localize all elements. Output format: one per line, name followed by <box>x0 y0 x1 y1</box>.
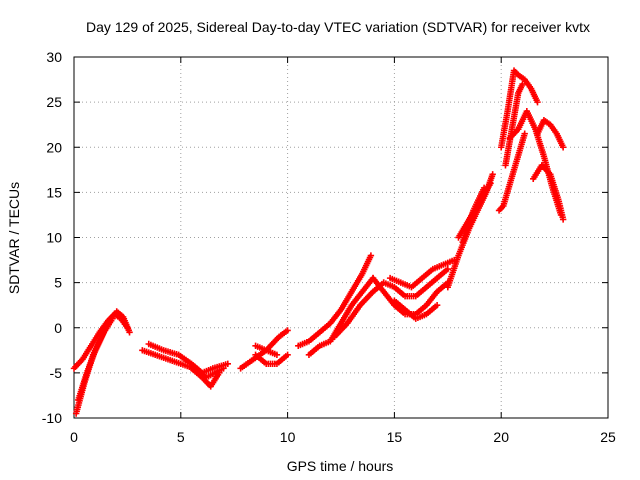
data-points <box>70 67 567 417</box>
x-tick-label: 10 <box>280 429 296 445</box>
y-tick-label: -10 <box>42 410 62 426</box>
x-tick-label: 15 <box>387 429 403 445</box>
x-axis-label: GPS time / hours <box>287 458 394 474</box>
data-point <box>559 144 567 151</box>
y-axis-label: SDTVAR / TECUs <box>6 182 22 294</box>
data-point <box>480 184 488 192</box>
data-point <box>224 360 231 368</box>
data-point <box>367 252 375 259</box>
data-point <box>109 315 116 322</box>
axis-ticks <box>73 56 609 419</box>
data-point <box>433 301 441 309</box>
data-point <box>521 130 528 137</box>
y-tick-label: -5 <box>50 365 63 381</box>
data-point <box>216 369 223 377</box>
x-tick-label: 25 <box>600 429 616 445</box>
data-point <box>487 180 494 187</box>
data-point <box>519 80 526 88</box>
tick-labels: 0 5 10 15 20 25 -10 -5 0 5 10 15 20 25 30 <box>42 49 616 445</box>
data-point <box>444 265 451 273</box>
x-tick-label: 5 <box>177 429 185 445</box>
data-point <box>284 327 291 334</box>
y-tick-label: 25 <box>46 94 62 110</box>
data-point <box>284 351 291 359</box>
x-tick-label: 20 <box>493 429 509 445</box>
chart-title: Day 129 of 2025, Sidereal Day-to-day VTE… <box>86 19 590 35</box>
data-point <box>489 171 496 178</box>
y-tick-label: 15 <box>46 184 62 200</box>
y-tick-label: 20 <box>46 139 62 155</box>
y-tick-label: 30 <box>46 49 62 65</box>
data-point <box>534 98 541 106</box>
y-tick-label: 0 <box>54 320 62 336</box>
data-point <box>559 216 567 223</box>
data-point <box>126 329 133 336</box>
y-tick-label: 10 <box>46 230 62 246</box>
data-point <box>273 351 281 359</box>
data-point <box>124 324 131 331</box>
x-tick-label: 0 <box>70 429 78 445</box>
y-tick-label: 5 <box>54 275 62 291</box>
